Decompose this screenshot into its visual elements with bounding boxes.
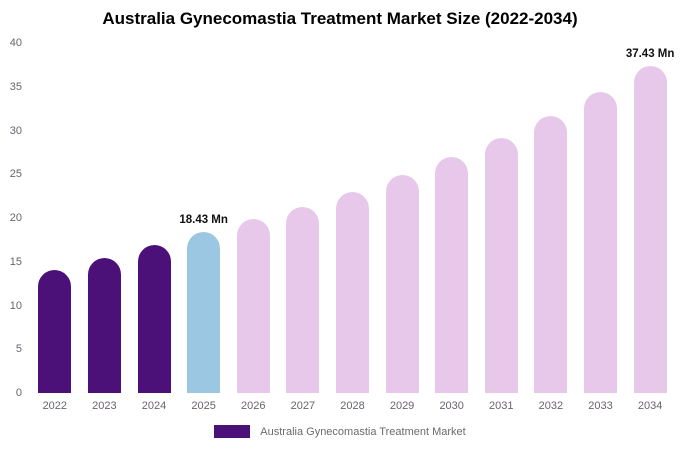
- legend-swatch: [214, 425, 251, 438]
- y-tick-label: 20: [9, 212, 22, 224]
- x-tick-label-2026: 2026: [241, 400, 266, 412]
- y-tick-label: 25: [9, 168, 22, 181]
- legend-label: Australia Gynecomastia Treatment Market: [260, 425, 466, 438]
- chart-title: Australia Gynecomastia Treatment Market …: [102, 9, 578, 28]
- bar-2028[interactable]: [335, 191, 369, 393]
- y-tick-label: 5: [15, 343, 22, 356]
- x-tick-label-2034: 2034: [637, 400, 663, 412]
- bar-2023[interactable]: [87, 258, 121, 393]
- bar-2034[interactable]: 37.43 Mn: [626, 48, 674, 393]
- y-tick-label: 35: [9, 80, 22, 93]
- bar-value-label-2025: 18.43 Mn: [179, 213, 228, 226]
- bar-slot-2025: 18.43 Mn: [179, 43, 229, 393]
- bar-2032[interactable]: [534, 115, 568, 393]
- bar-slot-2032: [526, 43, 576, 393]
- plot-area: 18.43 Mn 37.43 Mn: [30, 43, 675, 393]
- bar-2024[interactable]: [137, 245, 171, 393]
- bar-value-label-2034: 37.43 Mn: [625, 47, 675, 60]
- x-tick-label-2024: 2024: [141, 400, 167, 412]
- x-tick-label-2028: 2028: [340, 400, 365, 412]
- y-tick-label: 15: [9, 255, 22, 268]
- x-tick-label-2031: 2031: [489, 400, 514, 412]
- bar-slot-2028: [328, 43, 378, 393]
- bar-2027[interactable]: [286, 206, 320, 393]
- bar-2033[interactable]: [584, 92, 617, 393]
- bar-slot-2026: [228, 43, 278, 393]
- y-tick-label: 30: [9, 124, 22, 137]
- x-tick-label-2029: 2029: [389, 400, 415, 412]
- y-tick-label: 0: [15, 387, 22, 399]
- y-tick-label: 10: [9, 299, 22, 312]
- bar-2029[interactable]: [385, 175, 419, 393]
- bar-slot-2024: [129, 43, 179, 393]
- bar-slot-2034: 37.43 Mn: [625, 43, 675, 393]
- bar-2022[interactable]: [38, 269, 72, 393]
- y-tick-label: 40: [9, 37, 22, 49]
- bar-slot-2022: [30, 43, 80, 393]
- x-tick-label-2033: 2033: [588, 400, 613, 412]
- bar-2026[interactable]: [236, 218, 270, 393]
- bar-slot-2033: [576, 43, 626, 393]
- x-tick-label-2027: 2027: [290, 400, 316, 412]
- bar-2031[interactable]: [484, 137, 518, 393]
- x-tick-label-2023: 2023: [92, 400, 117, 412]
- bar-slot-2027: [278, 43, 328, 393]
- bar-2025[interactable]: 18.43 Mn: [179, 214, 228, 393]
- x-tick-label-2030: 2030: [439, 400, 464, 412]
- legend[interactable]: Australia Gynecomastia Treatment Market: [0, 425, 680, 438]
- bar-slot-2023: [80, 43, 130, 393]
- x-axis: 2022 2023 2024 2025 2026 2027 2028 2029 2030 2031…: [30, 400, 675, 412]
- y-axis: 0 5 10 15 20 25 30 35 40: [0, 37, 24, 399]
- bar-slot-2030: [427, 43, 477, 393]
- x-tick-label-2025: 2025: [191, 400, 216, 412]
- bar-slot-2029: [377, 43, 427, 393]
- x-tick-label-2022: 2022: [42, 400, 68, 412]
- x-tick-label-2032: 2032: [538, 400, 564, 412]
- bar-slot-2031: [476, 43, 526, 393]
- bar-2030[interactable]: [435, 156, 469, 393]
- bars-group: 18.43 Mn 37.43 Mn: [30, 43, 675, 393]
